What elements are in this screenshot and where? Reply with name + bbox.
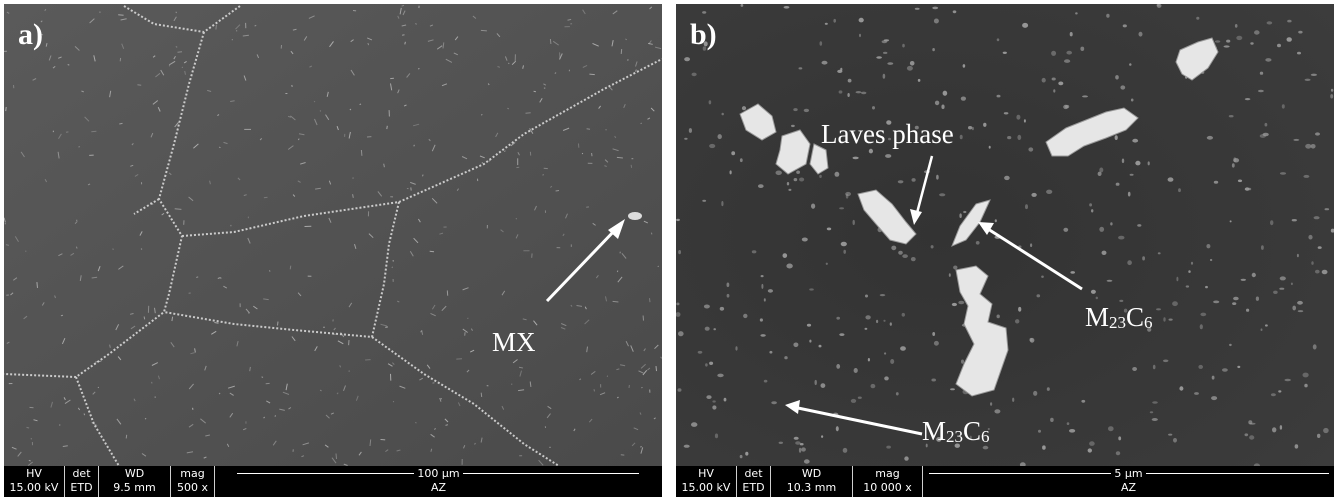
mag-value: 500 x <box>176 481 208 494</box>
sem-databar-b: HV 15.00 kV det ETD WD 10.3 mm mag 10 00… <box>676 466 1334 497</box>
hv-value: 15.00 kV <box>681 481 731 494</box>
scale-bar-cell: 5 µm AZ <box>923 466 1334 497</box>
scale-bar-text: 100 µm <box>414 467 463 480</box>
mx-particle <box>628 212 642 220</box>
mag-cell: mag 500 x <box>171 466 215 497</box>
hv-header: HV <box>698 467 714 480</box>
m23c6-lower-sub23: 23 <box>946 427 964 446</box>
grain-boundaries <box>4 5 662 466</box>
operator-text: AZ <box>430 481 447 494</box>
det-header: det <box>744 467 763 480</box>
wd-header: WD <box>124 467 145 480</box>
label-m23c6-upper: M23C6 <box>1085 302 1153 333</box>
m23c6-upper-c: C <box>1126 302 1145 332</box>
det-header: det <box>72 467 91 480</box>
label-m23c6-lower: M23C6 <box>922 416 990 447</box>
mag-cell: mag 10 000 x <box>853 466 923 497</box>
m23c6-upper-m: M <box>1085 302 1110 332</box>
arrow-m23c6-upper <box>978 222 1083 291</box>
precipitates <box>739 37 1219 397</box>
mag-value: 10 000 x <box>863 481 912 494</box>
m23c6-lower-m: M <box>922 416 947 446</box>
label-laves-phase: Laves phase <box>821 119 954 149</box>
panel-label-b: b) <box>690 18 717 51</box>
micrograph-b <box>676 4 1334 466</box>
wd-value: 9.5 mm <box>113 481 156 494</box>
sem-image-a: a) MX <box>4 4 662 466</box>
arrow-mx <box>545 219 625 303</box>
det-cell: det ETD <box>65 466 99 497</box>
det-cell: det ETD <box>737 466 771 497</box>
operator-text: AZ <box>1120 481 1137 494</box>
wd-value: 10.3 mm <box>786 481 837 494</box>
hv-cell: HV 15.00 kV <box>4 466 65 497</box>
label-mx: MX <box>492 327 536 357</box>
m23c6-upper-sub6: 6 <box>1144 313 1153 332</box>
m23c6-lower-c: C <box>963 416 982 446</box>
panel-label-a: a) <box>18 18 43 51</box>
scale-bar-text: 5 µm <box>1111 467 1146 480</box>
sem-databar-a: HV 15.00 kV det ETD WD 9.5 mm mag 500 x … <box>4 466 662 497</box>
hv-value: 15.00 kV <box>9 481 59 494</box>
wd-cell: WD 9.5 mm <box>99 466 171 497</box>
mag-header: mag <box>875 467 900 480</box>
m23c6-lower-sub6: 6 <box>981 427 990 446</box>
hv-header: HV <box>26 467 42 480</box>
det-value: ETD <box>742 481 765 494</box>
wd-cell: WD 10.3 mm <box>771 466 853 497</box>
micrograph-a <box>4 4 662 466</box>
hv-cell: HV 15.00 kV <box>676 466 737 497</box>
mag-header: mag <box>180 467 205 480</box>
arrow-laves <box>910 155 934 225</box>
m23c6-upper-sub23: 23 <box>1109 313 1127 332</box>
det-value: ETD <box>70 481 93 494</box>
arrow-m23c6-lower <box>785 400 923 436</box>
sem-image-b: b) Laves phase M23C6 M23C6 <box>676 4 1334 466</box>
wd-header: WD <box>801 467 822 480</box>
scale-bar-cell: 100 µm AZ <box>215 466 662 497</box>
